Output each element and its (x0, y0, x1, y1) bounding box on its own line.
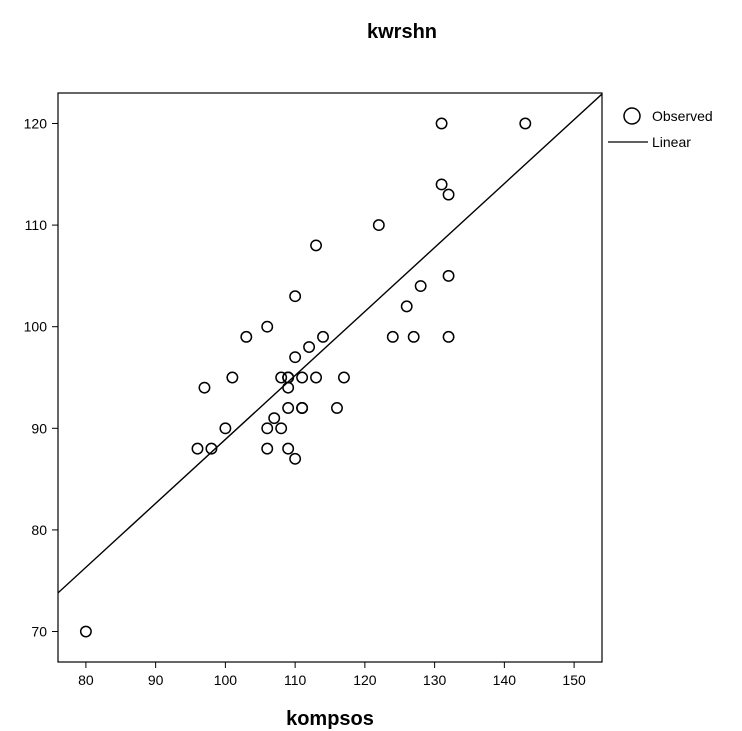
y-tick-label: 100 (24, 319, 48, 335)
observed-point (400, 300, 413, 313)
observed-point (386, 330, 399, 343)
observed-point (275, 422, 288, 435)
observed-points-layer (79, 117, 532, 638)
observed-point (191, 442, 204, 455)
observed-point (442, 269, 455, 282)
observed-point (282, 442, 295, 455)
y-tick-label: 120 (24, 115, 48, 131)
legend-observed-label: Observed (652, 108, 713, 124)
observed-point (240, 330, 253, 343)
observed-point (268, 412, 281, 425)
linear-fit-line (58, 93, 602, 594)
observed-point (414, 280, 427, 293)
x-tick-label: 110 (284, 672, 307, 688)
observed-point (261, 320, 274, 333)
observed-point (337, 371, 350, 384)
x-axis-title: kompsos (286, 708, 374, 730)
observed-point (435, 117, 448, 130)
observed-point (289, 351, 302, 364)
observed-point (275, 371, 288, 384)
fit-line-layer (58, 93, 602, 594)
observed-point (198, 381, 211, 394)
observed-point (282, 381, 295, 394)
legend: Observed Linear (608, 107, 713, 150)
x-tick-label: 140 (493, 672, 517, 688)
observed-point (296, 402, 309, 414)
observed-point (289, 290, 302, 303)
observed-point (407, 330, 420, 343)
y-tick-label: 110 (25, 217, 48, 233)
chart-title: kwrshn (367, 21, 437, 43)
y-axis: 70 80 90 100 110 120 (24, 115, 58, 640)
observed-point (226, 371, 239, 384)
observed-point (219, 422, 232, 435)
observed-point (435, 178, 448, 191)
observed-point (289, 452, 302, 465)
x-tick-label: 90 (148, 672, 164, 688)
x-tick-label: 120 (353, 672, 377, 688)
legend-linear-label: Linear (652, 134, 691, 150)
observed-point (372, 219, 385, 232)
observed-point (519, 117, 532, 130)
x-tick-label: 80 (78, 672, 94, 688)
y-tick-label: 80 (31, 522, 47, 538)
observed-point (261, 442, 274, 455)
observed-point (205, 442, 218, 455)
plot-area-frame (57, 92, 603, 663)
legend-observed-marker (623, 107, 641, 125)
observed-point (79, 625, 92, 638)
observed-point (303, 341, 316, 353)
observed-point (261, 422, 274, 435)
observed-point (442, 188, 455, 201)
x-axis: 80 90 100 110 120 130 140 150 (78, 662, 586, 688)
observed-point (317, 330, 329, 343)
observed-point (331, 402, 343, 414)
x-tick-label: 130 (423, 672, 447, 688)
observed-point (310, 371, 323, 384)
observed-point (310, 239, 323, 252)
x-tick-label: 100 (214, 672, 238, 688)
y-tick-label: 70 (31, 624, 47, 640)
observed-point (282, 371, 295, 384)
y-tick-label: 90 (31, 420, 47, 436)
observed-point (282, 402, 295, 414)
x-tick-label: 150 (562, 672, 586, 688)
observed-point (442, 330, 455, 343)
observed-point (296, 371, 309, 384)
